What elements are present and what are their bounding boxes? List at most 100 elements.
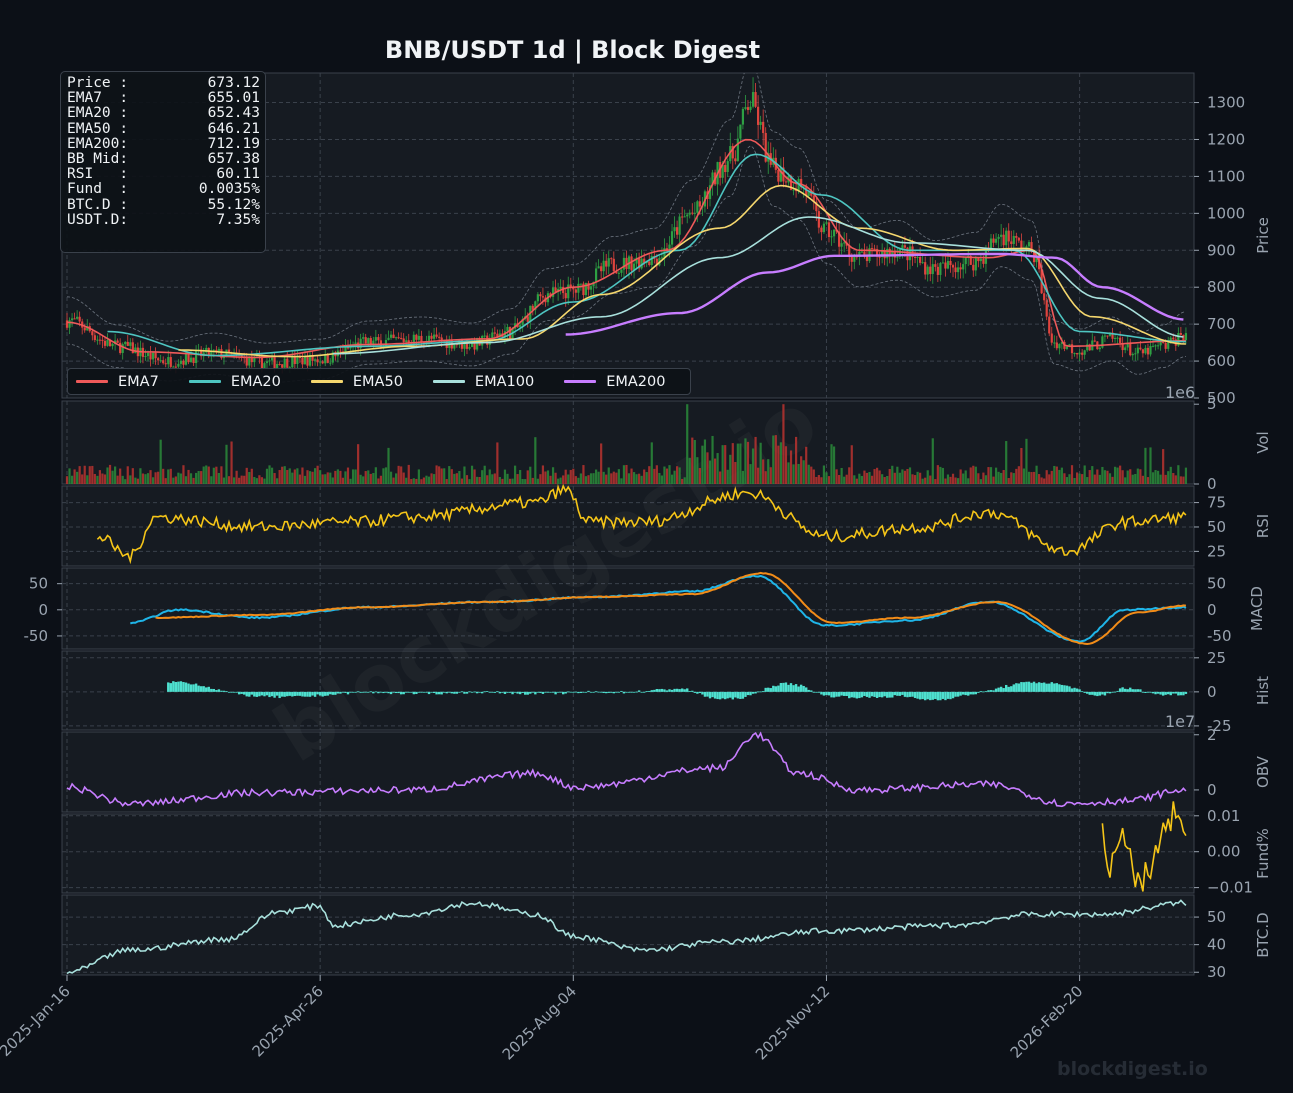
volume-bar: [255, 478, 258, 484]
hist-bar: [721, 691, 724, 699]
volume-bar: [1091, 466, 1094, 484]
volume-bar: [357, 444, 360, 484]
volume-bar: [1078, 473, 1081, 484]
candle-body: [577, 283, 580, 293]
volume-bar: [1116, 467, 1119, 484]
candle-body: [98, 339, 102, 341]
candle-body: [569, 284, 572, 287]
hist-bar: [888, 691, 891, 698]
volume-bar: [992, 476, 995, 484]
hist-bar: [420, 691, 423, 693]
candle-body: [154, 352, 157, 359]
hist-bar: [693, 691, 697, 693]
hist-bar: [407, 691, 410, 693]
volume-bar: [1083, 465, 1086, 484]
volume-bar: [853, 475, 856, 484]
volume-bar: [977, 473, 980, 484]
volume-bar: [840, 467, 843, 484]
hist-bar: [1050, 682, 1053, 692]
candle-body: [96, 339, 99, 341]
volume-bar: [420, 479, 423, 484]
candle-body: [313, 359, 317, 361]
volume-bar: [600, 443, 603, 484]
volume-bar: [144, 474, 147, 484]
volume-bar: [546, 470, 550, 484]
candle-body: [579, 283, 583, 285]
volume-bar: [916, 471, 919, 484]
volume-bar: [367, 470, 370, 484]
hist-bar: [921, 691, 924, 700]
volume-bar: [491, 474, 494, 484]
candle-body: [838, 231, 841, 247]
volume-bar: [635, 474, 638, 484]
candle-body: [1007, 230, 1010, 242]
candle-body: [453, 344, 456, 349]
hist-bar: [508, 691, 512, 693]
hist-bar: [587, 690, 590, 692]
candle-body: [919, 257, 922, 263]
hist-bar: [483, 691, 486, 693]
candle-body: [812, 195, 815, 202]
candle-body: [751, 92, 755, 107]
hist-bar: [784, 682, 788, 692]
volume-bar: [924, 477, 927, 484]
hist-bar: [496, 691, 499, 693]
btc-dominance-line: [66, 899, 1187, 975]
volume-bar: [468, 479, 471, 484]
hist-bar: [286, 691, 289, 697]
hist-bar: [1002, 688, 1005, 692]
hist-bar: [767, 687, 770, 692]
hist-bar: [412, 691, 416, 695]
volume-bar: [113, 466, 117, 484]
volume-bar: [197, 470, 200, 484]
volume-bar: [936, 465, 939, 484]
volume-bar: [802, 460, 805, 484]
hist-bar: [1134, 689, 1137, 692]
hist-bar: [972, 691, 975, 695]
volume-bar: [187, 469, 190, 484]
candle-body: [1050, 333, 1053, 343]
volume-bar: [301, 467, 304, 484]
volume-bar: [253, 476, 256, 484]
candle-body: [417, 335, 420, 340]
hist-bar: [184, 682, 188, 692]
hist-bar: [280, 691, 284, 697]
hist-bar: [886, 691, 889, 698]
candle-body: [551, 287, 555, 297]
volume-bar: [921, 478, 924, 484]
hist-bar: [713, 691, 717, 699]
volume-bar: [1040, 477, 1043, 484]
hist-bar: [835, 691, 838, 697]
volume-bar: [387, 447, 390, 484]
hist-bar: [620, 690, 623, 692]
hist-bar: [174, 681, 178, 692]
volume-bar: [815, 476, 818, 484]
hist-bar: [561, 691, 565, 695]
hist-bar: [460, 691, 464, 693]
candle-body: [392, 334, 395, 339]
candle-body: [954, 267, 957, 273]
volume-bar: [908, 467, 912, 484]
candle-body: [941, 262, 945, 264]
hist-bar: [840, 691, 843, 696]
candle-body: [1184, 333, 1188, 341]
hist-bar: [772, 685, 775, 692]
hist-bar: [463, 691, 466, 694]
hist-bar: [1070, 688, 1074, 692]
volume-bar: [729, 454, 732, 484]
hist-bar: [718, 691, 722, 700]
volume-bar: [427, 476, 431, 484]
candle-body: [734, 158, 737, 162]
candle-body: [151, 352, 155, 360]
volume-bar: [443, 468, 446, 484]
hist-bar: [1080, 691, 1084, 693]
candle-body: [179, 360, 183, 364]
candle-body: [860, 251, 864, 253]
volume-bar: [445, 479, 448, 484]
candle-body: [964, 257, 967, 265]
candle-body: [321, 361, 324, 364]
volume-bar: [189, 473, 193, 484]
candle-body: [121, 344, 124, 353]
hist-bar: [1040, 682, 1043, 692]
hist-bar: [369, 691, 372, 693]
